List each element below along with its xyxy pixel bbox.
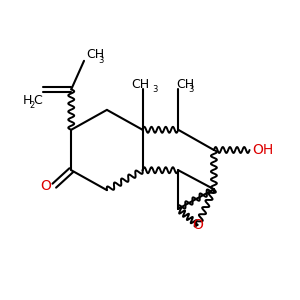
Text: O: O: [192, 218, 203, 232]
Text: 3: 3: [152, 85, 158, 94]
Text: OH: OH: [253, 143, 274, 157]
Text: O: O: [40, 179, 51, 193]
Text: CH: CH: [131, 77, 150, 91]
Text: H: H: [23, 94, 32, 106]
Text: 3: 3: [189, 85, 194, 94]
Text: 2: 2: [29, 101, 34, 110]
Text: 3: 3: [98, 56, 104, 65]
Text: C: C: [34, 94, 42, 106]
Text: CH: CH: [86, 48, 104, 62]
Text: CH: CH: [177, 77, 195, 91]
